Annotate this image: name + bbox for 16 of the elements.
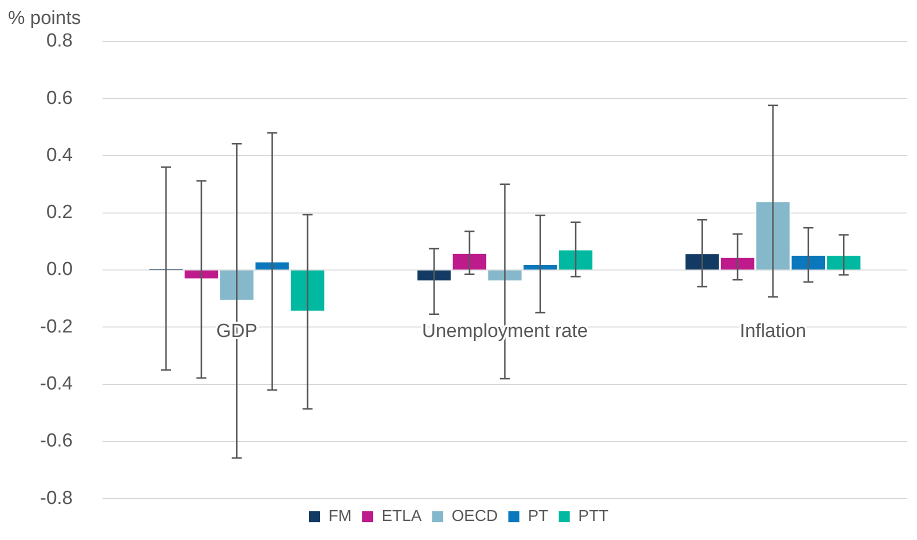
y-tick-label: 0.2 [46, 202, 73, 224]
y-tick-label: -0.8 [40, 488, 73, 509]
legend-label: OECD [452, 508, 498, 526]
legend-label: FM [328, 508, 352, 526]
legend-label: ETLA [382, 508, 422, 526]
y-axis-title: % points [8, 8, 81, 30]
y-tick-label: 0.0 [46, 259, 73, 280]
y-tick-label: 0.6 [46, 88, 73, 109]
x-tick-label: Inflation [740, 321, 806, 342]
y-tick-label: 0.4 [46, 144, 74, 166]
y-tick-label: -0.4 [40, 374, 74, 395]
y-tick-label: -0.6 [40, 430, 73, 452]
y-tick-label: 0.8 [46, 30, 73, 52]
legend-label: PT [528, 508, 549, 526]
legend-label: PTT [578, 508, 609, 526]
y-tick-label: -0.2 [40, 316, 73, 338]
